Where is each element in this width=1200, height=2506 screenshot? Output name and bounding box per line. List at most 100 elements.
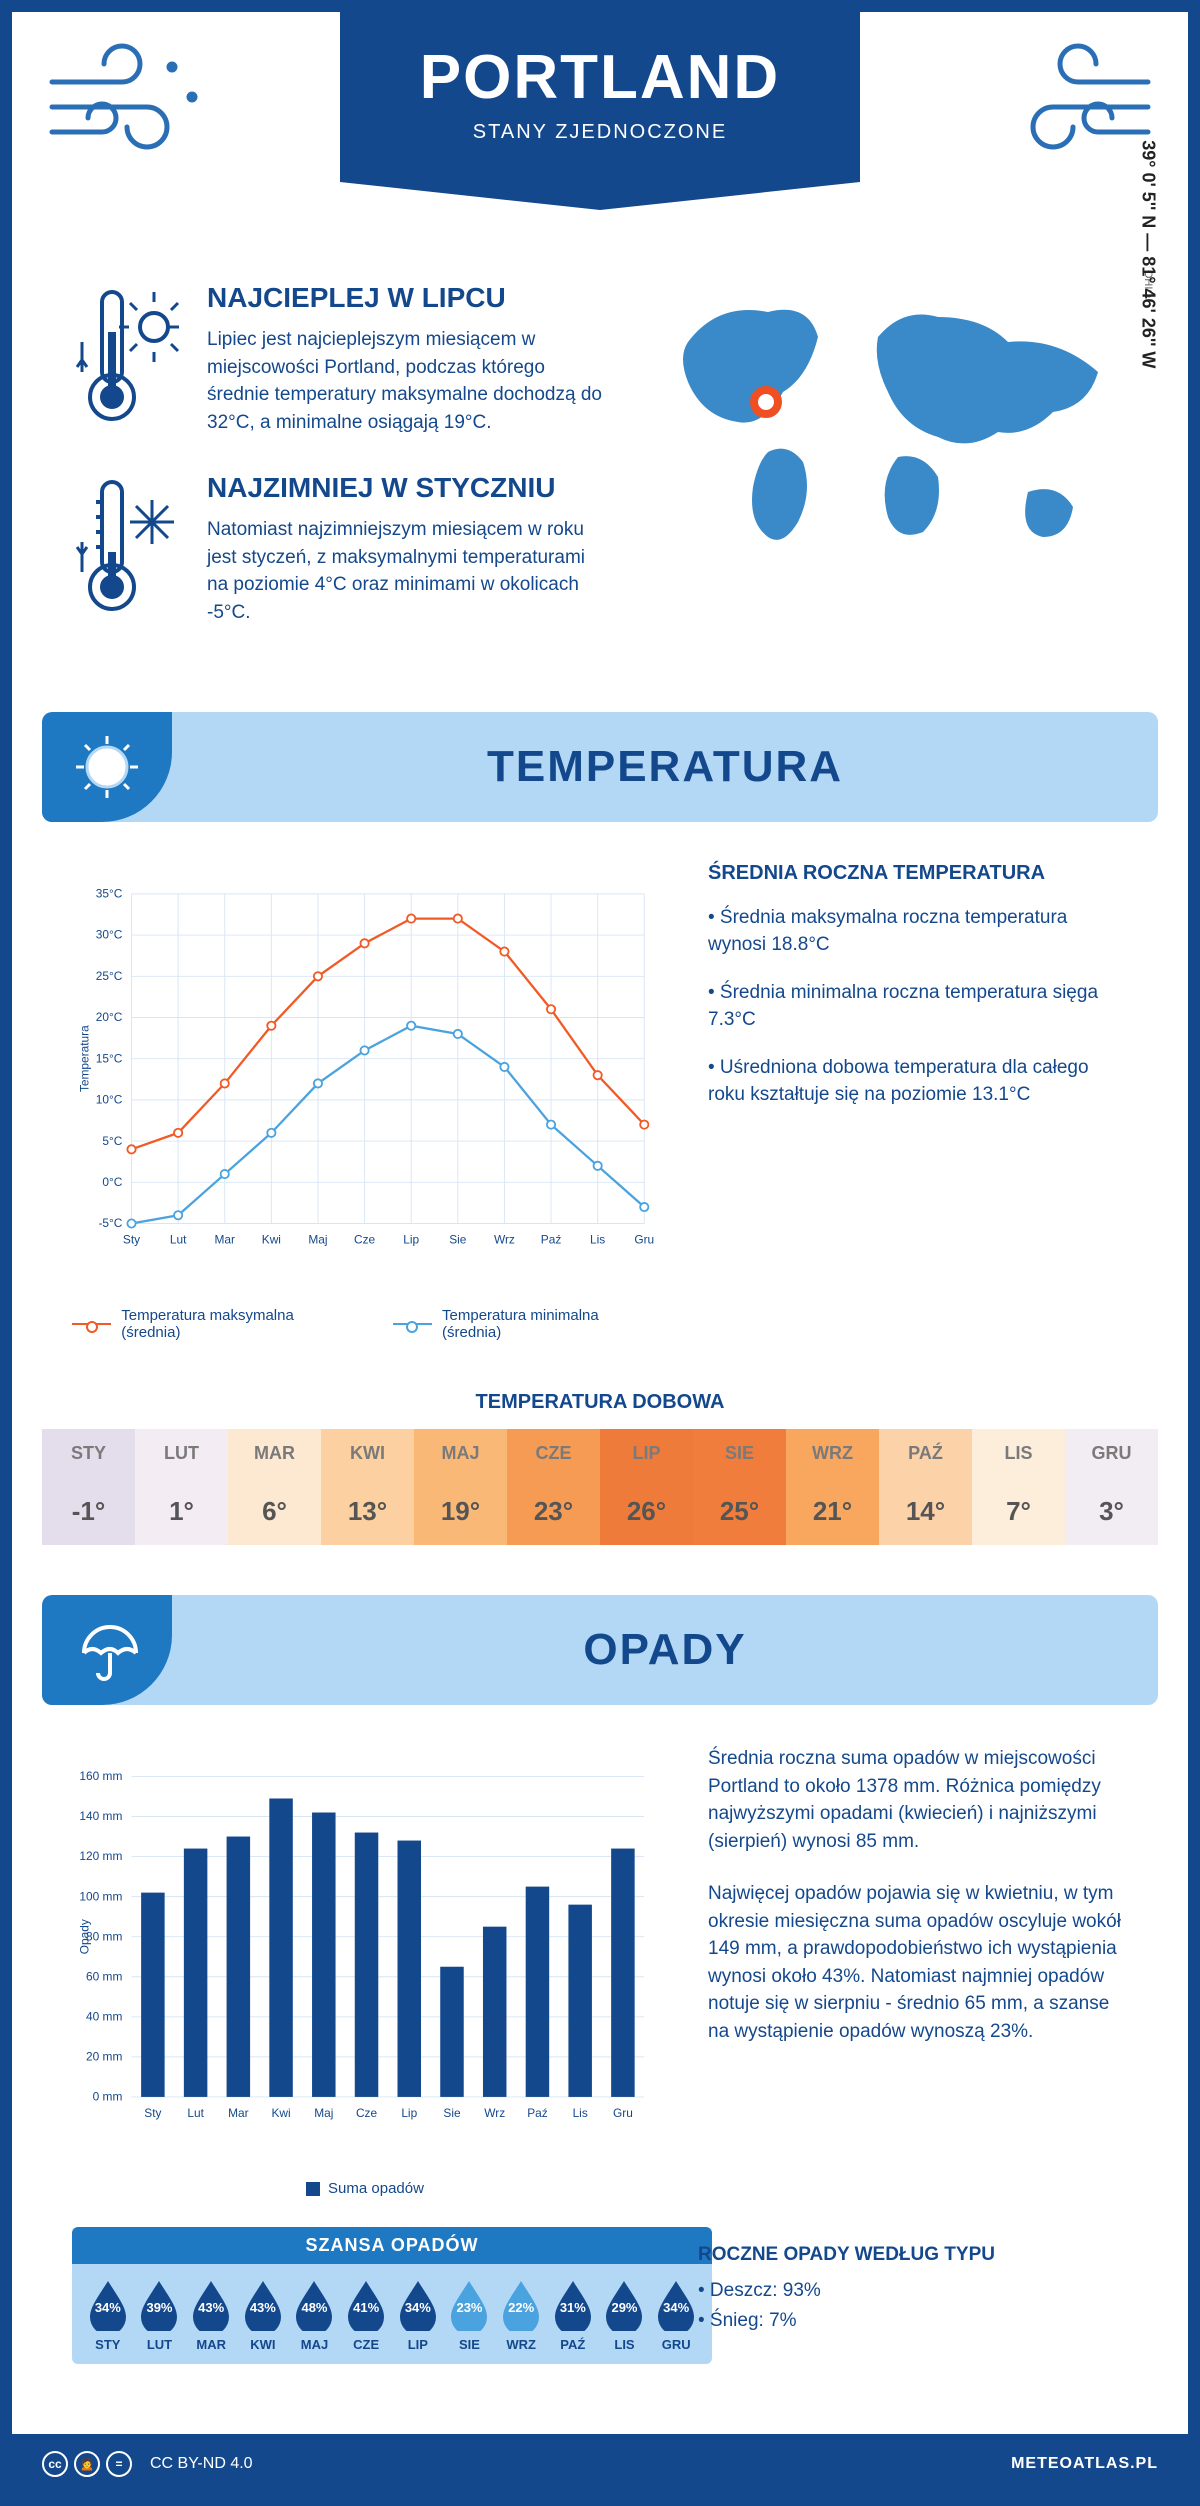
warm-block: NAJCIEPLEJ W LIPCU Lipiec jest najcieple…: [72, 282, 608, 437]
svg-text:Sie: Sie: [443, 2106, 461, 2120]
precip-p1: Średnia roczna suma opadów w miejscowośc…: [708, 1745, 1128, 1855]
svg-text:5°C: 5°C: [102, 1134, 122, 1148]
chance-drop: 41% CZE: [340, 2279, 392, 2352]
umbrella-icon: [72, 1615, 142, 1685]
svg-text:20°C: 20°C: [96, 1010, 123, 1024]
by-type-title: ROCZNE OPADY WEDŁUG TYPU: [698, 2244, 1098, 2266]
site-name: METEOATLAS.PL: [1011, 2455, 1158, 2473]
daily-header: GRU: [1065, 1429, 1158, 1478]
svg-text:60 mm: 60 mm: [86, 1969, 122, 1983]
svg-text:Opady: Opady: [77, 1919, 91, 1954]
footer: cc 🙍 = CC BY-ND 4.0 METEOATLAS.PL: [12, 2434, 1188, 2494]
svg-text:Lis: Lis: [590, 1233, 605, 1247]
precip-by-type: ROCZNE OPADY WEDŁUG TYPU • Deszcz: 93% •…: [698, 2244, 1098, 2340]
svg-text:Maj: Maj: [308, 1233, 327, 1247]
svg-text:Kwi: Kwi: [271, 2106, 290, 2120]
temperature-heading: TEMPERATURA: [172, 742, 1158, 792]
svg-text:15°C: 15°C: [96, 1051, 123, 1065]
chance-drop: 29% LIS: [599, 2279, 651, 2352]
svg-text:30°C: 30°C: [96, 928, 123, 942]
daily-value: 23°: [507, 1478, 600, 1545]
wind-icon: [42, 42, 212, 162]
temperature-summary: ŚREDNIA ROCZNA TEMPERATURA • Średnia mak…: [708, 862, 1128, 1341]
svg-text:Lip: Lip: [401, 2106, 417, 2120]
nd-icon: =: [106, 2451, 132, 2477]
daily-value: 19°: [414, 1478, 507, 1545]
daily-value: 6°: [228, 1478, 321, 1545]
intro-row: NAJCIEPLEJ W LIPCU Lipiec jest najcieple…: [12, 242, 1188, 692]
chance-drop: 34% LIP: [392, 2279, 444, 2352]
chance-drop: 34% STY: [82, 2279, 134, 2352]
svg-text:Lis: Lis: [573, 2106, 588, 2120]
daily-header: KWI: [321, 1429, 414, 1478]
svg-text:Gru: Gru: [613, 2106, 633, 2120]
cold-block: NAJZIMNIEJ W STYCZNIU Natomiast najzimni…: [72, 472, 608, 627]
sun-icon: [72, 732, 142, 802]
avg-temp-b1: • Średnia maksymalna roczna temperatura …: [708, 905, 1128, 958]
svg-text:40 mm: 40 mm: [86, 2009, 122, 2023]
warm-text: Lipiec jest najcieplejszym miesiącem w m…: [207, 326, 608, 436]
daily-header: SIE: [693, 1429, 786, 1478]
svg-text:160 mm: 160 mm: [79, 1769, 122, 1783]
svg-text:Mar: Mar: [228, 2106, 249, 2120]
svg-text:10°C: 10°C: [96, 1093, 123, 1107]
avg-temp-b3: • Uśredniona dobowa temperatura dla całe…: [708, 1055, 1128, 1108]
svg-text:Paź: Paź: [541, 1233, 562, 1247]
avg-temp-title: ŚREDNIA ROCZNA TEMPERATURA: [708, 862, 1128, 885]
svg-text:0°C: 0°C: [102, 1175, 122, 1189]
chance-drop: 43% KWI: [237, 2279, 289, 2352]
daily-value: 26°: [600, 1478, 693, 1545]
thermometer-hot-icon: [72, 282, 182, 437]
daily-header: STY: [42, 1429, 135, 1478]
legend-min: Temperatura minimalna (średnia): [393, 1307, 658, 1341]
world-map-icon: [648, 282, 1128, 582]
svg-text:100 mm: 100 mm: [79, 1889, 122, 1903]
by-type-snow: • Śnieg: 7%: [698, 2310, 1098, 2332]
precip-heading: OPADY: [172, 1625, 1158, 1675]
daily-header: LIP: [600, 1429, 693, 1478]
svg-text:140 mm: 140 mm: [79, 1809, 122, 1823]
daily-header: PAŹ: [879, 1429, 972, 1478]
country-name: STANY ZJEDNOCZONE: [340, 121, 860, 144]
svg-text:Gru: Gru: [634, 1233, 654, 1247]
svg-text:-5°C: -5°C: [98, 1216, 122, 1230]
precip-p2: Najwięcej opadów pojawia się w kwietniu,…: [708, 1880, 1128, 2045]
chance-drop: 22% WRZ: [495, 2279, 547, 2352]
svg-text:Sty: Sty: [123, 1233, 140, 1247]
daily-value: 13°: [321, 1478, 414, 1545]
svg-text:Sie: Sie: [449, 1233, 467, 1247]
license-text: CC BY-ND 4.0: [150, 2455, 253, 2473]
svg-text:Lut: Lut: [187, 2106, 204, 2120]
by-type-rain: • Deszcz: 93%: [698, 2280, 1098, 2302]
avg-temp-b2: • Średnia minimalna roczna temperatura s…: [708, 980, 1128, 1033]
daily-value: 1°: [135, 1478, 228, 1545]
temperature-section-title: TEMPERATURA: [42, 712, 1158, 822]
precip-legend: Suma opadów: [72, 2180, 658, 2197]
svg-text:0 mm: 0 mm: [93, 2090, 123, 2104]
title-banner: PORTLAND STANY ZJEDNOCZONE: [340, 12, 860, 182]
cc-icon: cc: [42, 2451, 68, 2477]
daily-header: MAR: [228, 1429, 321, 1478]
daily-value: 25°: [693, 1478, 786, 1545]
svg-text:Mar: Mar: [215, 1233, 236, 1247]
svg-text:25°C: 25°C: [96, 969, 123, 983]
svg-text:Cze: Cze: [354, 1233, 376, 1247]
svg-text:Cze: Cze: [356, 2106, 378, 2120]
daily-header: WRZ: [786, 1429, 879, 1478]
chance-drop: 39% LUT: [134, 2279, 186, 2352]
by-icon: 🙍: [74, 2451, 100, 2477]
svg-text:Wrz: Wrz: [484, 2106, 505, 2120]
warm-title: NAJCIEPLEJ W LIPCU: [207, 282, 608, 314]
daily-header: LIS: [972, 1429, 1065, 1478]
svg-text:120 mm: 120 mm: [79, 1849, 122, 1863]
svg-text:Lut: Lut: [170, 1233, 187, 1247]
legend-max: .lk::before{border-color:inherit} Temper…: [72, 1307, 353, 1341]
thermometer-cold-icon: [72, 472, 182, 627]
svg-text:Wrz: Wrz: [494, 1233, 515, 1247]
precip-section-title: OPADY: [42, 1595, 1158, 1705]
daily-header: LUT: [135, 1429, 228, 1478]
daily-value: 21°: [786, 1478, 879, 1545]
chance-drop: 34% GRU: [650, 2279, 702, 2352]
chance-drop: 31% PAŹ: [547, 2279, 599, 2352]
svg-text:20 mm: 20 mm: [86, 2050, 122, 2064]
